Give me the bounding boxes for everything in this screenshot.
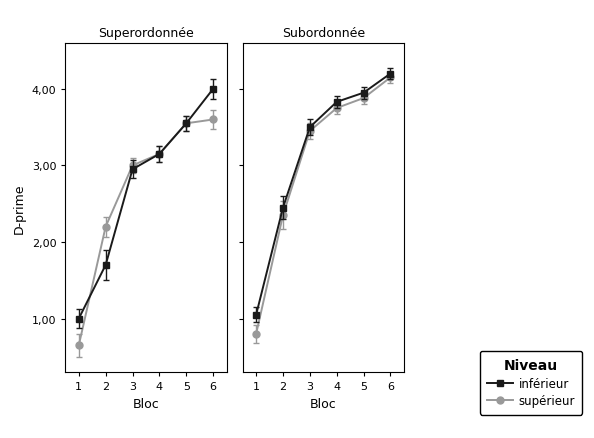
Title: Superordonnée: Superordonnée: [98, 27, 194, 40]
X-axis label: Bloc: Bloc: [310, 397, 337, 410]
Title: Subordonnée: Subordonnée: [282, 27, 365, 40]
X-axis label: Bloc: Bloc: [132, 397, 159, 410]
Legend: inférieur, supérieur: inférieur, supérieur: [479, 351, 582, 415]
Y-axis label: D-prime: D-prime: [13, 183, 26, 233]
